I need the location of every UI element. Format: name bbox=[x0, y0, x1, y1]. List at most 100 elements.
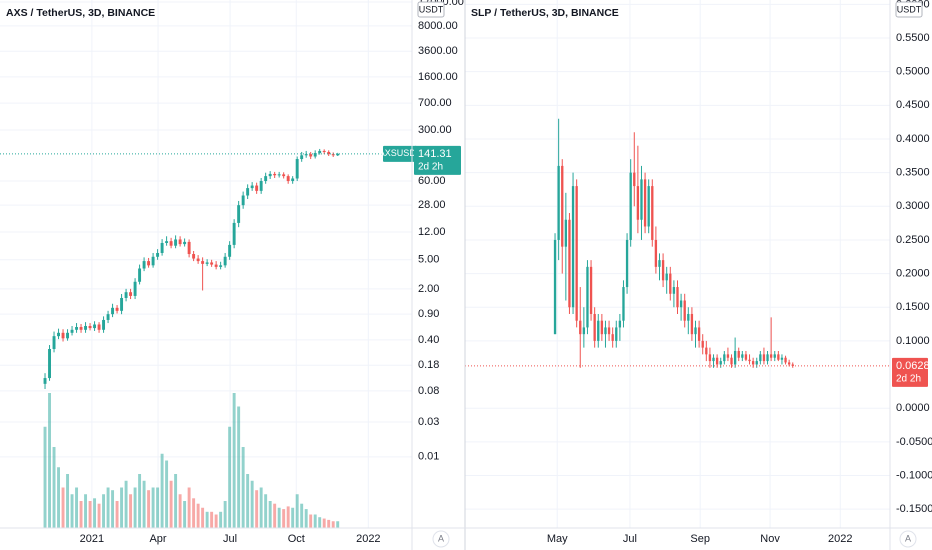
candle-body bbox=[138, 268, 142, 282]
last-price-label: 141.31 bbox=[418, 148, 452, 160]
candle-body bbox=[672, 287, 676, 294]
y-tick-label: -0.0500 bbox=[896, 436, 932, 448]
volume-bar bbox=[255, 490, 259, 528]
y-tick-label: 0.90 bbox=[418, 308, 439, 320]
candle-body bbox=[561, 165, 564, 247]
y-tick-label: 0.40 bbox=[418, 334, 439, 346]
volume-bar bbox=[196, 503, 200, 528]
candle-body bbox=[571, 186, 575, 308]
candle-body bbox=[669, 273, 672, 294]
y-tick-label: 0.08 bbox=[418, 385, 439, 397]
candle-body bbox=[129, 292, 133, 296]
y-tick-label: 3600.00 bbox=[418, 45, 458, 57]
candle-body bbox=[694, 327, 697, 335]
candle-body bbox=[111, 307, 115, 315]
candle-body bbox=[737, 350, 740, 358]
candle-body bbox=[719, 361, 722, 365]
symbol-badge bbox=[383, 145, 417, 162]
volume-bar bbox=[97, 503, 101, 528]
candle-body bbox=[712, 357, 715, 362]
candle-body bbox=[75, 327, 79, 330]
y-tick-label: 0.1000 bbox=[896, 335, 930, 347]
volume-bar bbox=[246, 474, 250, 528]
volume-bar bbox=[75, 487, 79, 528]
candle-body bbox=[43, 378, 47, 384]
candle-body bbox=[201, 261, 205, 264]
candle-body bbox=[679, 300, 683, 308]
candle-body bbox=[557, 165, 560, 240]
candle-body bbox=[553, 239, 557, 335]
volume-bar bbox=[228, 426, 232, 528]
volume-bar bbox=[304, 509, 308, 528]
candle-body bbox=[210, 262, 214, 265]
x-tick-label: Oct bbox=[288, 533, 305, 545]
x-tick-label: May bbox=[547, 533, 568, 545]
candle-body bbox=[268, 173, 272, 177]
candle-body bbox=[791, 364, 794, 366]
candle-body bbox=[133, 281, 137, 296]
candle-body bbox=[568, 219, 571, 308]
volume-bar bbox=[160, 453, 164, 528]
candle-body bbox=[318, 150, 322, 154]
candle-body bbox=[625, 239, 629, 288]
volume-bar bbox=[264, 494, 268, 528]
candle-body bbox=[647, 186, 650, 227]
candle-body bbox=[708, 354, 712, 362]
candle-body bbox=[250, 185, 254, 189]
volume-bar bbox=[129, 494, 133, 528]
currency-label: USDT bbox=[419, 4, 444, 14]
candle-body bbox=[600, 320, 604, 335]
y-tick-label: 5.00 bbox=[418, 254, 439, 266]
y-tick-label: 12.00 bbox=[418, 226, 446, 238]
y-tick-label: 0.18 bbox=[418, 359, 439, 371]
volume-bar bbox=[156, 487, 160, 528]
candle-body bbox=[165, 241, 169, 243]
auto-button[interactable] bbox=[899, 530, 917, 548]
candle-body bbox=[777, 354, 780, 360]
candle-body bbox=[300, 155, 304, 160]
candle-body bbox=[759, 354, 762, 362]
candle-body bbox=[192, 254, 196, 259]
volume-bar bbox=[268, 501, 272, 528]
candle-body bbox=[336, 153, 340, 156]
countdown-label: 2d 2h bbox=[418, 161, 443, 172]
candle-body bbox=[295, 159, 299, 179]
candle-body bbox=[309, 154, 313, 157]
candle-body bbox=[622, 287, 625, 321]
volume-bar bbox=[88, 501, 92, 528]
y-tick-label: -0.1500 bbox=[896, 503, 932, 515]
volume-bar bbox=[219, 511, 223, 528]
candle-body bbox=[604, 327, 607, 335]
y-tick-label: 0.5000 bbox=[896, 66, 930, 78]
candle-body bbox=[223, 256, 227, 266]
candle-body bbox=[676, 287, 679, 308]
chart-title: AXS / TetherUS, 3D, BINANCE bbox=[6, 7, 155, 19]
auto-button[interactable] bbox=[432, 530, 450, 548]
y-tick-label: 0.4000 bbox=[896, 133, 930, 145]
x-tick-label: 2022 bbox=[828, 533, 852, 545]
y-tick-label: 0.3000 bbox=[896, 200, 930, 212]
x-tick-label: Apr bbox=[149, 533, 166, 545]
volume-bar bbox=[250, 480, 254, 528]
volume-bar bbox=[133, 487, 137, 528]
y-tick-label: 2.00 bbox=[418, 283, 439, 295]
auto-button-label: A bbox=[905, 533, 911, 543]
candle-body bbox=[687, 313, 690, 321]
candle-body bbox=[97, 324, 101, 330]
candle-body bbox=[773, 354, 776, 358]
candle-body bbox=[142, 261, 146, 269]
volume-bar bbox=[174, 474, 178, 528]
y-tick-label: 8000.00 bbox=[418, 20, 458, 32]
volume-bar bbox=[66, 474, 70, 528]
candle-body bbox=[636, 186, 640, 220]
candle-body bbox=[658, 260, 661, 267]
candle-body bbox=[84, 325, 88, 330]
volume-bar bbox=[291, 507, 295, 528]
volume-bar bbox=[205, 511, 209, 528]
volume-bar bbox=[282, 509, 286, 528]
candle-body bbox=[282, 174, 286, 177]
x-tick-label: 2021 bbox=[80, 533, 104, 545]
volume-bar bbox=[300, 503, 304, 528]
